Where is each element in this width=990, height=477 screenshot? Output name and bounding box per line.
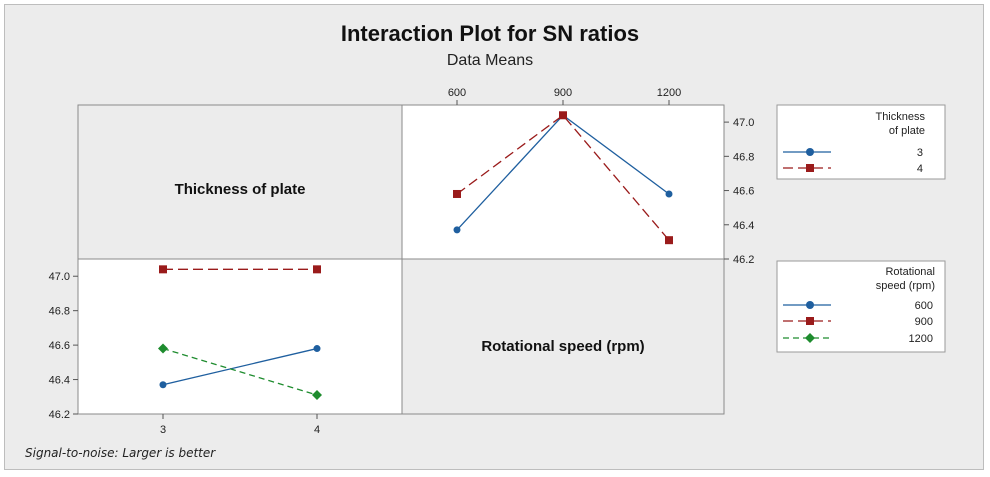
- legend-entry-label: 600: [915, 300, 933, 312]
- legend-entry-label: 4: [917, 163, 923, 175]
- y-tick-label: 46.6: [733, 186, 754, 198]
- legend-circle-marker: [806, 301, 814, 309]
- legend-entry-900: 900: [783, 316, 933, 328]
- legend-entry-label: 3: [917, 147, 923, 159]
- point-marker: [159, 265, 167, 274]
- chart-frame: Interaction Plot for SN ratios Data Mean…: [4, 4, 984, 470]
- panel-top-right: [401, 104, 725, 260]
- top-right-plot-layer: 46.2 46.4 46.6 46.8 47.0 600 900 1200: [448, 87, 755, 266]
- legend-square-marker: [806, 317, 814, 325]
- legend-circle-marker: [806, 148, 814, 156]
- y-tick-label: 46.8: [733, 151, 754, 163]
- point-marker: [453, 189, 461, 198]
- series-line-600: [162, 347, 318, 386]
- chart-subtitle: Data Means: [447, 52, 533, 69]
- y-tick-label: 47.0: [733, 117, 754, 129]
- point-marker: [159, 381, 167, 389]
- series-line-1200: [162, 347, 318, 396]
- legend-square-marker: [806, 164, 814, 172]
- legend-entry-600: 600: [783, 300, 933, 312]
- bottom-left-plot-layer: 46.2 46.4 46.6 46.8 47.0 3 4: [49, 265, 322, 436]
- panel-top-left: [77, 104, 403, 260]
- legend-speed-title-line-2: speed (rpm): [876, 280, 935, 292]
- legend-entry-label: 900: [915, 316, 933, 328]
- point-marker: [312, 390, 322, 401]
- point-marker: [665, 190, 673, 198]
- x-tick-label: 4: [314, 424, 320, 436]
- y-tick-label: 46.4: [733, 220, 754, 232]
- y-tick-label: 46.2: [49, 409, 70, 421]
- point-marker: [313, 345, 321, 353]
- legend-speed: Rotational speed (rpm) 600 900 1200: [776, 260, 946, 353]
- x-tick-label: 3: [160, 424, 166, 436]
- point-marker: [453, 226, 461, 234]
- x-tick-label: 1200: [657, 87, 681, 99]
- panel-label-speed: Rotational speed (rpm): [481, 338, 644, 355]
- x-tick-label: 600: [448, 87, 466, 99]
- panel-bottom-right: [401, 258, 725, 415]
- y-tick-label: 47.0: [49, 271, 70, 283]
- footnote: Signal-to-noise: Larger is better: [25, 446, 216, 460]
- legend-speed-title-line-1: Rotational: [885, 266, 935, 278]
- point-marker: [559, 111, 567, 120]
- legend-thickness-box: [776, 104, 946, 180]
- y-tick-label: 46.4: [49, 375, 70, 387]
- legend-diamond-marker: [805, 333, 815, 343]
- y-tick-label: 46.8: [49, 306, 70, 318]
- x-tick-label: 900: [554, 87, 572, 99]
- interaction-plot: Interaction Plot for SN ratios Data Mean…: [25, 21, 946, 460]
- series-line-4: [456, 114, 670, 241]
- legend-speed-box: [776, 260, 946, 353]
- legend-entry-1200: 1200: [783, 333, 933, 345]
- point-marker: [158, 343, 168, 354]
- legend-entry-label: 1200: [909, 333, 933, 345]
- panel-label-thickness: Thickness of plate: [175, 181, 306, 198]
- point-marker: [665, 236, 673, 245]
- y-tick-label: 46.6: [49, 340, 70, 352]
- panel-bottom-left: [77, 258, 403, 415]
- legend-entry-3: 3: [783, 147, 923, 159]
- legend-thickness: Thickness of plate 3 4: [776, 104, 946, 180]
- chart-title: Interaction Plot for SN ratios: [341, 21, 639, 46]
- legend-thickness-title-line-2: of plate: [889, 125, 925, 137]
- legend-thickness-title-line-1: Thickness: [875, 111, 925, 123]
- y-tick-label: 46.2: [733, 254, 754, 266]
- point-marker: [313, 265, 321, 274]
- legend-entry-4: 4: [783, 163, 923, 175]
